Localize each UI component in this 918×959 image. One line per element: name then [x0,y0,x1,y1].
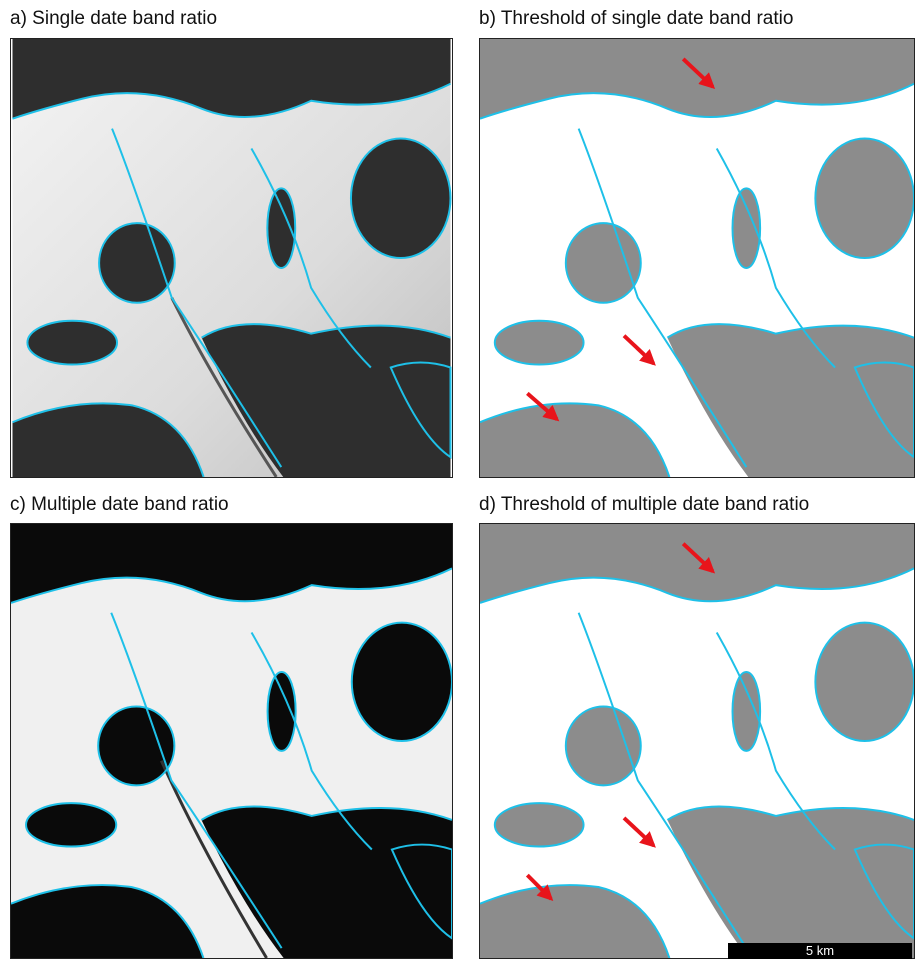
threshold-panel [479,523,915,959]
panel-title: a) Single date band ratio [10,8,217,30]
image-panel [10,523,453,959]
panel-title: b) Threshold of single date band ratio [479,8,793,30]
scale-bar: 5 km [728,943,912,959]
figure: a) Single date band ratio b) Threshold o… [0,0,918,959]
threshold-panel [479,38,915,478]
panel-title: c) Multiple date band ratio [10,494,229,516]
image-panel [10,38,453,478]
panel-title: d) Threshold of multiple date band ratio [479,494,809,516]
